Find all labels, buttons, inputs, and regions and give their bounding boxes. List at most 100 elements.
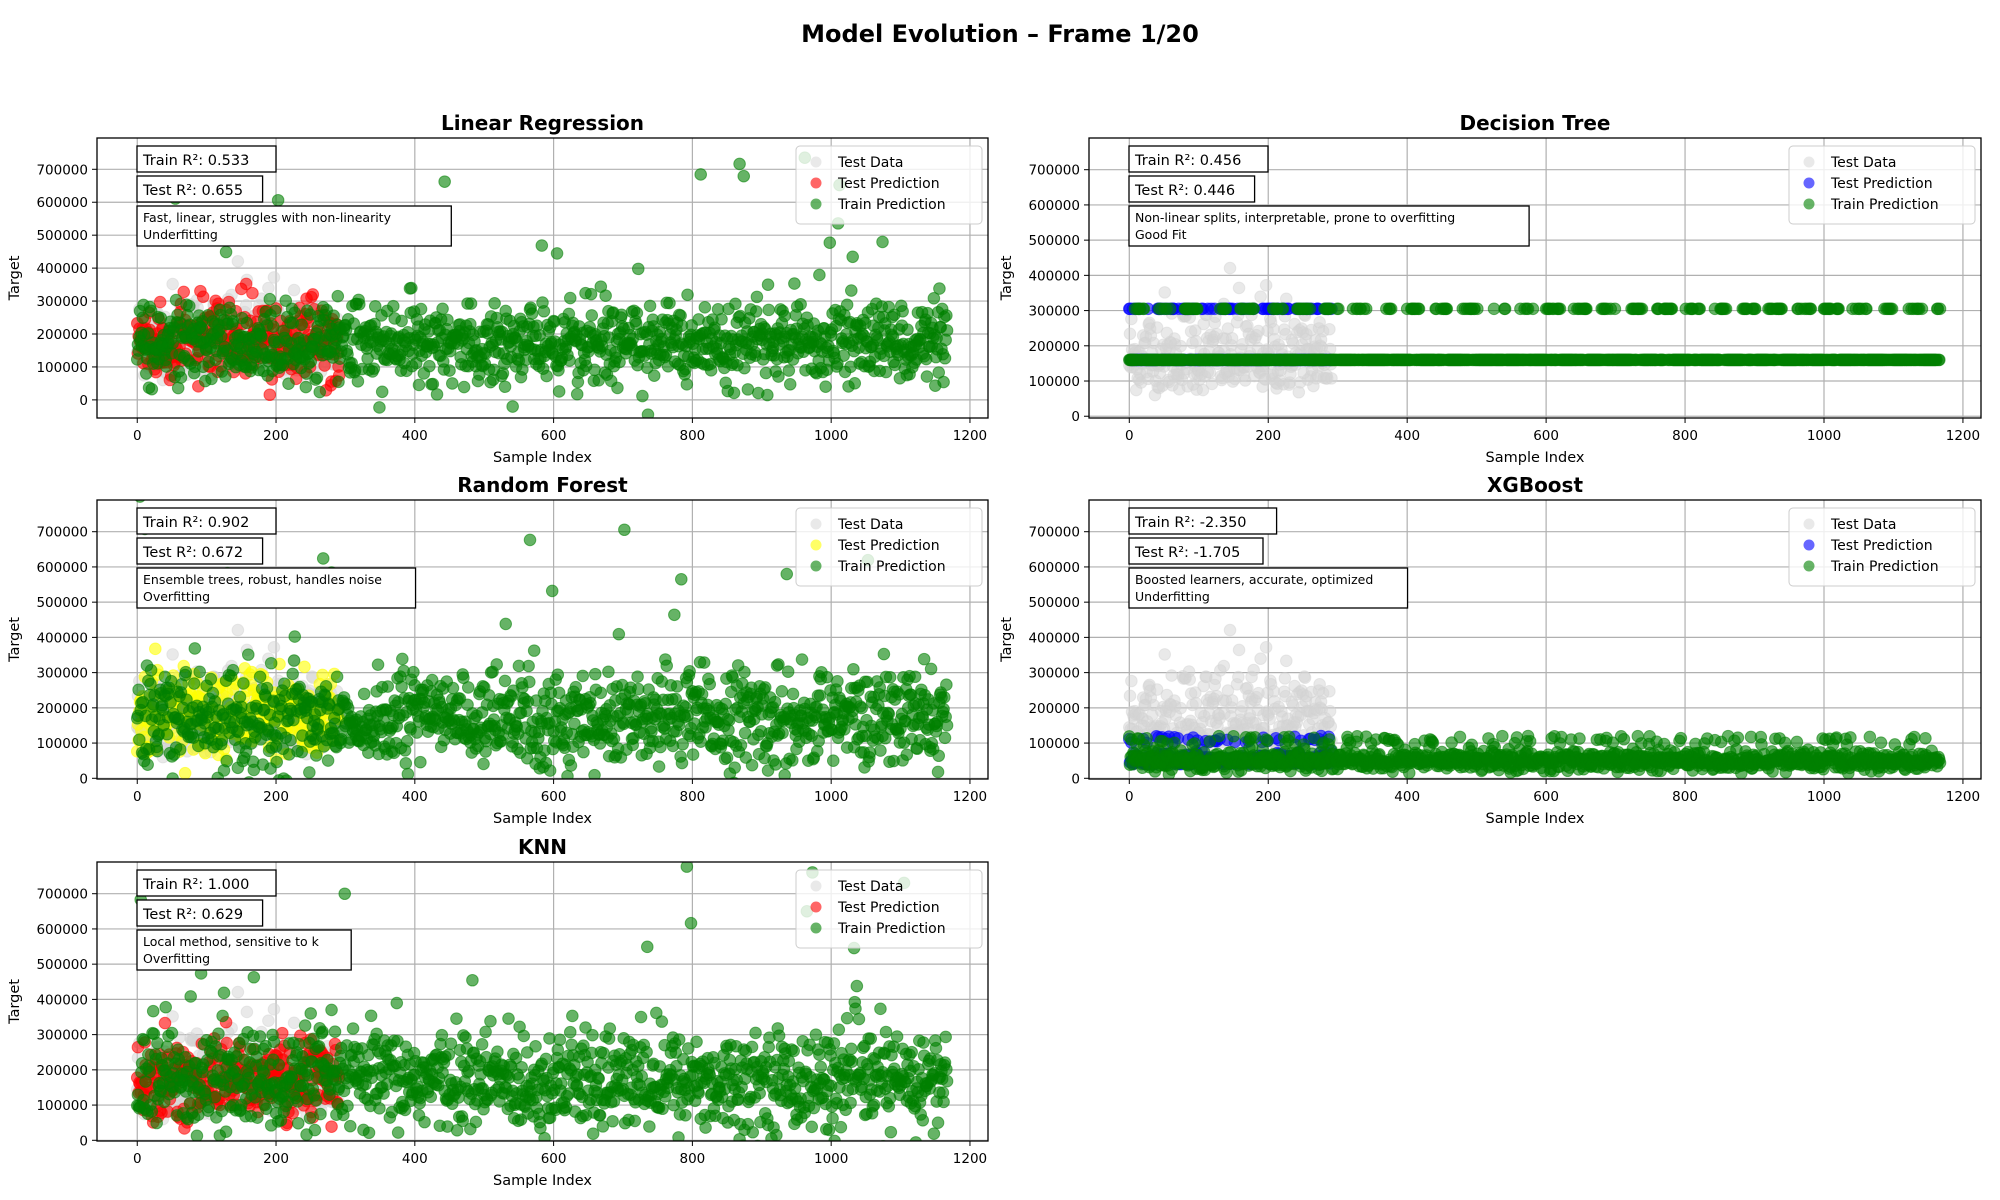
test-data-point [166, 648, 179, 661]
train-prediction-point [576, 669, 590, 683]
test-data-point [1259, 278, 1273, 292]
points [1122, 261, 1947, 402]
train-prediction-point [278, 677, 291, 690]
train-prediction-point [1276, 302, 1290, 316]
train-prediction-point [464, 317, 477, 331]
train-prediction-point [1933, 353, 1946, 367]
y-tick-label: 500000 [36, 228, 88, 244]
train-prediction-point [226, 663, 240, 677]
legend-label: Train Prediction [1830, 197, 1939, 213]
train-prediction-point [182, 299, 196, 313]
train-prediction-point [545, 584, 559, 598]
test-prediction-point [178, 766, 192, 779]
x-tick-label: 1200 [953, 789, 987, 805]
train-prediction-point [761, 388, 774, 402]
train-prediction-point [287, 654, 301, 667]
train-prediction-point [187, 677, 201, 690]
train-prediction-point [310, 371, 324, 385]
legend-marker [810, 198, 822, 210]
train-prediction-point [284, 733, 297, 747]
train-prediction-point [295, 745, 309, 759]
train-prediction-point [618, 523, 631, 537]
train-prediction-point [145, 382, 159, 396]
description-box [1128, 205, 1530, 247]
train-prediction-point [615, 308, 628, 322]
x-tick-label: 1000 [814, 789, 848, 805]
train-prediction-point [1303, 302, 1317, 316]
train-prediction-point [309, 749, 323, 762]
train-prediction-point [264, 656, 278, 670]
train-prediction-point [1915, 302, 1929, 316]
x-tick-label: 600 [1533, 428, 1559, 444]
x-tick-label: 400 [402, 428, 428, 444]
y-tick-label: 200000 [36, 327, 88, 343]
x-tick-label: 1200 [953, 428, 987, 444]
train-prediction-point [133, 733, 146, 747]
description-text: Fast, linear, struggles with non-lineari… [143, 210, 392, 225]
train-r2-box [136, 145, 277, 173]
train-prediction-point [282, 377, 295, 391]
train-prediction-point [446, 681, 460, 695]
axes-frame [96, 137, 989, 419]
train-prediction-point [375, 385, 389, 399]
fit-status-text: Underfitting [143, 227, 218, 242]
train-prediction-point [1832, 302, 1845, 316]
x-tick-label: 400 [1394, 428, 1420, 444]
train-prediction-point [139, 367, 153, 380]
train-prediction-point [395, 314, 408, 328]
train-prediction-point [940, 324, 954, 337]
train-r2-label: Train R²: 0.456 [1134, 153, 1241, 169]
test-prediction-point [177, 285, 191, 299]
train-prediction-point [321, 754, 335, 767]
train-prediction-point [783, 378, 797, 391]
train-prediction-point [1860, 302, 1873, 316]
test-r2-label: Test R²: 0.446 [1134, 183, 1235, 199]
train-prediction-point [561, 769, 574, 779]
train-prediction-point [631, 262, 645, 276]
y-tick-label: 0 [1071, 409, 1080, 425]
test-data-point [1150, 321, 1164, 334]
train-prediction-point [414, 302, 428, 316]
train-prediction-point [588, 667, 602, 681]
train-prediction-point [410, 726, 424, 739]
train-prediction-point [387, 299, 400, 313]
train-prediction-point [263, 292, 277, 306]
train-prediction-point [190, 786, 202, 798]
train-prediction-point [613, 355, 626, 369]
train-prediction-point [585, 309, 599, 322]
train-prediction-point [694, 168, 708, 181]
y-tick-label: 100000 [1028, 374, 1080, 390]
legend [795, 145, 983, 225]
train-prediction-point [750, 290, 764, 304]
test-prediction-point [153, 295, 167, 309]
train-prediction-point [933, 282, 946, 295]
train-prediction-point [1608, 302, 1622, 316]
train-prediction-point [461, 681, 475, 694]
train-prediction-point [173, 743, 187, 756]
train-prediction-point [563, 291, 577, 305]
train-prediction-point [1775, 302, 1788, 316]
train-prediction-point [288, 630, 302, 643]
train-prediction-point [641, 408, 655, 418]
subplot-title: Linear Regression [441, 111, 644, 135]
train-prediction-point [313, 385, 327, 399]
train-prediction-point [588, 363, 601, 377]
x-tick-label: 600 [541, 789, 567, 805]
figure-title: Model Evolution – Frame 1/20 [801, 20, 1199, 48]
legend [1788, 145, 1976, 225]
train-prediction-point [351, 375, 365, 388]
x-tick-label: 800 [679, 428, 705, 444]
train-prediction-point [1219, 302, 1233, 316]
train-prediction-point [240, 316, 254, 330]
test-prediction-point [148, 642, 162, 656]
train-r2-label: Train R²: 0.533 [142, 153, 249, 169]
train-prediction-point [535, 239, 549, 252]
train-prediction-point [241, 648, 255, 661]
train-prediction-point [837, 349, 850, 362]
test-prediction-point [298, 660, 311, 674]
train-prediction-point [312, 718, 325, 731]
train-prediction-point [319, 680, 333, 693]
train-prediction-point [631, 682, 645, 696]
train-prediction-point [540, 369, 553, 383]
train-prediction-point [663, 296, 676, 310]
